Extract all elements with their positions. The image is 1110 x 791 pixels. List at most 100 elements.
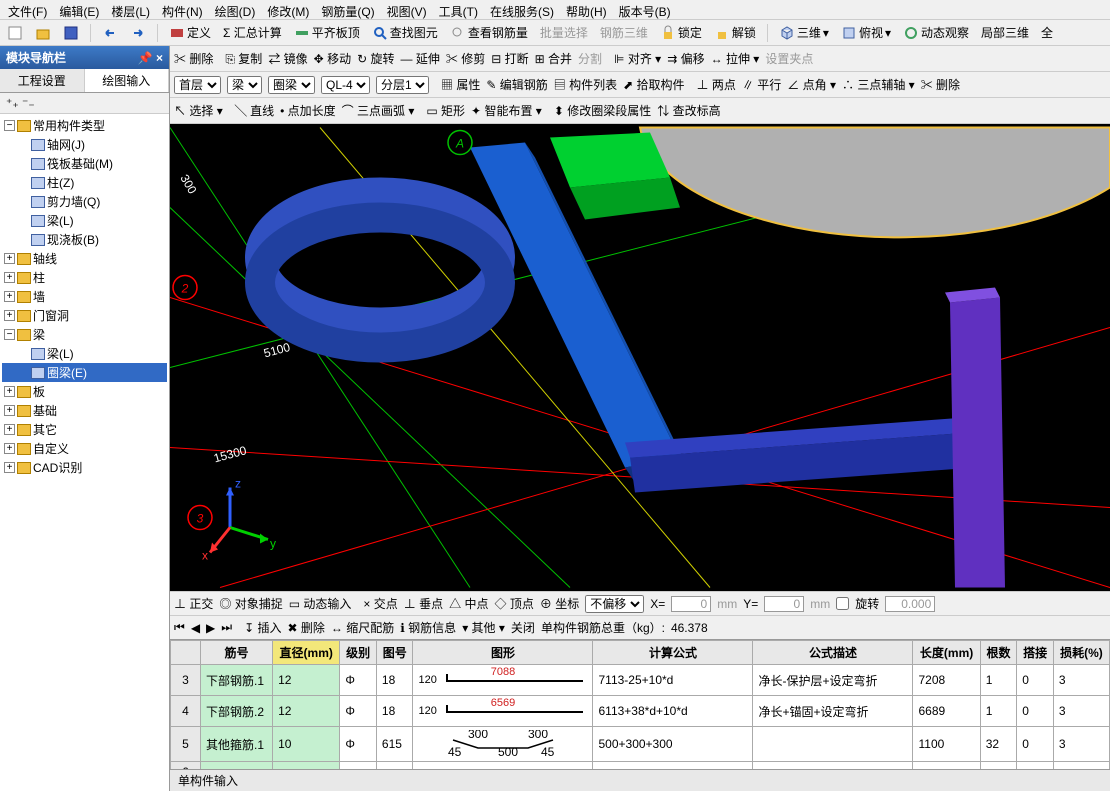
col-formula[interactable]: 计算公式: [593, 641, 753, 665]
trim-button[interactable]: ✂ 修剪: [446, 50, 485, 67]
tree-node[interactable]: +轴线: [2, 249, 167, 268]
point-length-button[interactable]: • 点加长度: [280, 102, 336, 119]
collapse-icon[interactable]: ⁻₋: [22, 96, 35, 110]
table-row[interactable]: 6: [171, 762, 1110, 770]
new-icon[interactable]: [4, 24, 26, 42]
tree-node[interactable]: 圈梁(E): [2, 363, 167, 382]
subcategory-select[interactable]: 圈梁: [268, 76, 315, 94]
select-button[interactable]: ↖ 选择 ▾: [174, 102, 223, 119]
offset-button[interactable]: ⇉ 偏移: [667, 50, 704, 67]
rotate-button[interactable]: ↻ 旋转: [357, 50, 394, 67]
tree-node[interactable]: 梁(L): [2, 344, 167, 363]
undo-icon[interactable]: [99, 24, 121, 42]
midpoint-button[interactable]: △ 中点: [449, 595, 488, 612]
col-desc[interactable]: 公式描述: [753, 641, 913, 665]
open-icon[interactable]: [32, 24, 54, 42]
last-icon[interactable]: ⏭: [221, 620, 232, 635]
menu-file[interactable]: 文件(F): [4, 2, 51, 17]
smart-layout-button[interactable]: ✦ 智能布置 ▾: [471, 102, 542, 119]
tree-node[interactable]: +基础: [2, 401, 167, 420]
prev-icon[interactable]: ◀: [191, 621, 200, 635]
mirror-button[interactable]: ⇄ 镜像: [268, 50, 307, 67]
lock-button[interactable]: 锁定: [657, 23, 705, 42]
tree-node[interactable]: 筏板基础(M): [2, 154, 167, 173]
tree-node[interactable]: 剪力墙(Q): [2, 192, 167, 211]
x-input[interactable]: 0: [671, 596, 711, 612]
tree-node[interactable]: −常用构件类型: [2, 116, 167, 135]
next-icon[interactable]: ▶: [206, 621, 215, 635]
tree-node[interactable]: +CAD识别: [2, 458, 167, 477]
modify-ring-beam-button[interactable]: ⬍ 修改圈梁段属性: [554, 102, 651, 119]
tree-node[interactable]: −梁: [2, 325, 167, 344]
tree-node[interactable]: +门窗洞: [2, 306, 167, 325]
col-name[interactable]: 筋号: [201, 641, 273, 665]
table-row[interactable]: 4下部钢筋.212Φ1812065696113+38*d+10*d净长+锚固+设…: [171, 696, 1110, 727]
rotate-input[interactable]: 0.000: [885, 596, 935, 612]
menu-version[interactable]: 版本号(B): [615, 2, 675, 17]
perpendicular-button[interactable]: ⊥ 垂点: [404, 595, 443, 612]
tab-draw-input[interactable]: 绘图输入: [85, 69, 170, 92]
two-point-button[interactable]: ⊥ 两点: [697, 76, 736, 93]
stretch-button[interactable]: ↔ 拉伸 ▾: [711, 50, 760, 67]
vertex-button[interactable]: ◇ 顶点: [494, 595, 533, 612]
footer-tab[interactable]: 单构件输入: [170, 769, 1110, 791]
top-view-button[interactable]: 俯视 ▾: [838, 23, 894, 42]
intersection-button[interactable]: × 交点: [363, 595, 397, 612]
close-icon[interactable]: ×: [156, 51, 163, 65]
point-angle-button[interactable]: ∠ 点角 ▾: [787, 76, 836, 93]
tree-node[interactable]: +板: [2, 382, 167, 401]
col-count[interactable]: 根数: [980, 641, 1017, 665]
tree-node[interactable]: 柱(Z): [2, 173, 167, 192]
delete-button[interactable]: ✂ 删除: [174, 50, 213, 67]
expand-icon[interactable]: ⁺₊: [6, 96, 19, 110]
tree-node[interactable]: +墙: [2, 287, 167, 306]
floor-select[interactable]: 首层: [174, 76, 221, 94]
align-button[interactable]: ⊫ 对齐 ▾: [614, 50, 661, 67]
menu-edit[interactable]: 编辑(E): [55, 2, 103, 17]
menu-rebar[interactable]: 钢筋量(Q): [317, 2, 378, 17]
line-button[interactable]: ╲ 直线: [235, 102, 274, 119]
redo-icon[interactable]: [127, 24, 149, 42]
coord-button[interactable]: ⊕ 坐标: [540, 595, 579, 612]
col-diameter[interactable]: 直径(mm): [273, 641, 340, 665]
first-icon[interactable]: ⏮: [174, 620, 185, 635]
rebar-3d-button[interactable]: 钢筋三维: [597, 23, 651, 42]
col-grade[interactable]: 级别: [340, 641, 377, 665]
check-elevation-button[interactable]: ⇅ 查改标高: [657, 102, 720, 119]
close-table-button[interactable]: 关闭: [511, 619, 535, 636]
three-point-aux-button[interactable]: ∴ 三点辅轴 ▾: [842, 76, 915, 93]
tree-node[interactable]: 梁(L): [2, 211, 167, 230]
menu-view[interactable]: 视图(V): [383, 2, 431, 17]
3d-button[interactable]: 三维 ▾: [776, 23, 832, 42]
other-button[interactable]: ▾ 其他 ▾: [462, 619, 505, 636]
properties-button[interactable]: ▦ 属性: [441, 76, 480, 93]
menu-online[interactable]: 在线服务(S): [486, 2, 558, 17]
component-select[interactable]: QL-4: [321, 76, 370, 94]
col-code[interactable]: 图号: [376, 641, 413, 665]
local-3d-button[interactable]: 局部三维: [978, 23, 1032, 42]
col-loss[interactable]: 损耗(%): [1053, 641, 1109, 665]
move-button[interactable]: ✥ 移动: [314, 50, 351, 67]
orbit-button[interactable]: 动态观察: [900, 23, 972, 42]
y-input[interactable]: 0: [764, 596, 804, 612]
tree-node[interactable]: +自定义: [2, 439, 167, 458]
split-button[interactable]: 分割: [578, 50, 602, 67]
break-button[interactable]: ⊟ 打断: [491, 50, 528, 67]
define-button[interactable]: 定义: [166, 23, 214, 42]
merge-button[interactable]: ⊞ 合并: [535, 50, 572, 67]
save-icon[interactable]: [60, 24, 82, 42]
delete-row-button[interactable]: ✖ 删除: [288, 619, 325, 636]
align-slab-button[interactable]: 平齐板顶: [291, 23, 363, 42]
menu-component[interactable]: 构件(N): [158, 2, 207, 17]
offset-select[interactable]: 不偏移: [585, 595, 644, 613]
pick-component-button[interactable]: ⬈ 拾取构件: [623, 76, 684, 93]
batch-select-button[interactable]: 批量选择: [537, 23, 591, 42]
insert-row-button[interactable]: ↧ 插入: [244, 619, 281, 636]
view-rebar-button[interactable]: 查看钢筋量: [447, 23, 531, 42]
tree-node[interactable]: +其它: [2, 420, 167, 439]
sum-button[interactable]: Σ 汇总计算: [220, 23, 285, 42]
menu-help[interactable]: 帮助(H): [562, 2, 611, 17]
menu-draw[interactable]: 绘图(D): [211, 2, 260, 17]
col-lap[interactable]: 搭接: [1017, 641, 1054, 665]
dyn-input-button[interactable]: ▭ 动态输入: [289, 595, 352, 612]
